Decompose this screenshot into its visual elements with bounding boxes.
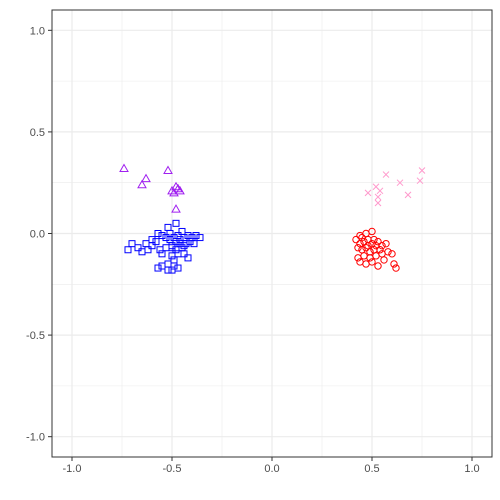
data-point xyxy=(190,240,198,248)
data-point xyxy=(169,187,179,197)
x-tick-label: 1.0 xyxy=(464,463,479,475)
x-tick-label: 0.5 xyxy=(364,463,379,475)
data-point xyxy=(152,238,160,246)
y-tick-label: -0.5 xyxy=(26,330,45,342)
data-point xyxy=(370,235,378,244)
data-point xyxy=(172,238,180,246)
series-cross xyxy=(364,167,426,207)
data-point xyxy=(124,246,132,254)
data-point xyxy=(154,230,162,237)
data-point xyxy=(137,179,147,189)
data-point xyxy=(138,248,146,256)
data-point xyxy=(374,199,382,207)
x-tick-label: -0.5 xyxy=(163,463,182,475)
data-point xyxy=(362,244,370,252)
data-point xyxy=(196,234,204,242)
y-tick-label: -1.0 xyxy=(26,432,45,444)
data-point xyxy=(378,241,386,250)
data-point xyxy=(170,262,178,270)
data-point xyxy=(156,246,164,254)
y-tick-label: 0.5 xyxy=(30,127,45,139)
data-point xyxy=(388,250,396,258)
series-circle xyxy=(352,227,400,272)
data-point xyxy=(182,240,190,248)
data-point xyxy=(180,242,188,250)
data-point xyxy=(154,264,162,272)
data-point xyxy=(396,179,404,187)
data-point xyxy=(176,236,184,244)
data-point xyxy=(384,248,392,256)
data-point xyxy=(364,189,372,197)
data-point xyxy=(416,177,424,185)
data-point xyxy=(376,246,384,254)
x-tick-label: -1.0 xyxy=(63,463,82,475)
data-point xyxy=(167,185,177,195)
data-point xyxy=(390,260,398,268)
data-point xyxy=(180,250,188,258)
series-square xyxy=(124,219,204,274)
data-point xyxy=(418,167,426,174)
data-points xyxy=(119,163,426,274)
data-point xyxy=(354,254,362,262)
data-point xyxy=(175,185,185,195)
data-point xyxy=(374,237,382,246)
data-point xyxy=(186,238,194,246)
data-point xyxy=(374,262,382,270)
data-point xyxy=(164,266,172,274)
data-point xyxy=(382,239,390,248)
data-point xyxy=(368,227,376,236)
y-tick-label: 1.0 xyxy=(30,25,45,37)
data-point xyxy=(364,241,372,250)
series-triangle xyxy=(119,163,185,213)
data-point xyxy=(163,165,173,175)
data-point xyxy=(158,262,166,270)
data-point xyxy=(376,187,384,195)
data-point xyxy=(119,163,129,172)
data-point xyxy=(368,258,376,266)
data-point xyxy=(358,233,366,242)
data-point xyxy=(172,246,180,254)
data-point xyxy=(171,181,181,191)
data-point xyxy=(158,232,166,240)
data-point xyxy=(166,230,174,237)
data-point xyxy=(173,183,183,193)
data-point xyxy=(158,250,166,258)
data-point xyxy=(184,254,192,262)
data-point xyxy=(392,264,400,272)
data-point xyxy=(192,232,200,240)
data-point xyxy=(171,204,181,213)
data-point xyxy=(354,244,362,252)
data-point xyxy=(380,256,388,264)
data-point xyxy=(168,266,176,274)
data-point xyxy=(141,173,151,183)
data-point xyxy=(128,240,136,248)
data-point xyxy=(162,234,170,242)
data-point xyxy=(374,193,382,201)
data-point xyxy=(404,191,412,199)
data-point xyxy=(148,242,156,250)
axes: -1.0 -0.5 0.0 0.5 1.0 1.0 0.5 0.0 -0.5 -1.0 xyxy=(26,25,480,475)
y-tick-label: 0.0 xyxy=(30,229,45,241)
data-point xyxy=(382,171,390,178)
data-point xyxy=(172,219,180,227)
x-tick-label: 0.0 xyxy=(264,463,279,475)
grid-lines xyxy=(52,10,492,457)
data-point xyxy=(134,244,142,252)
